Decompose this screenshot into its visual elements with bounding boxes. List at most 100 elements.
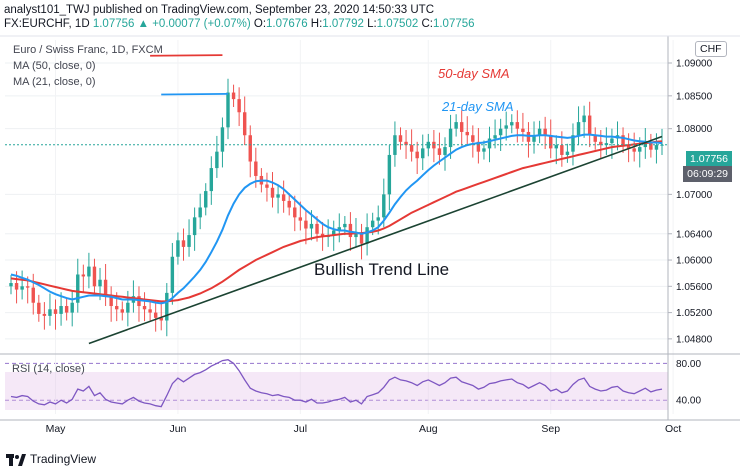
ma21-legend[interactable]: MA (21, close, 0) [13,76,96,88]
candle [398,127,403,150]
candle [48,293,52,326]
candle [53,299,58,330]
candle [415,141,419,174]
rsi-legend[interactable]: RSI (14, close) [12,363,85,375]
candle [204,183,208,216]
candle [209,156,214,205]
x-tick-label: Jun [169,423,186,435]
candle [426,133,431,157]
trend-line-annotation: Bullish Trend Line [314,260,450,279]
candle [153,300,158,332]
symbol: FX:EURCHF, 1D [4,18,90,30]
sma50-annotation: 50-day SMA [438,66,510,81]
footer-brand[interactable]: TradingView [6,452,96,466]
ma50-legend[interactable]: MA (50, close, 0) [13,60,96,72]
candle [9,275,13,295]
open-value: 1.07676 [266,18,308,30]
candle [159,302,163,331]
candle [521,112,525,142]
candle [532,121,536,154]
x-tick-label: Sep [541,423,560,435]
candle [443,137,447,171]
candle [587,101,592,148]
x-tick-label: Oct [665,423,681,435]
candle [242,96,247,146]
candle [87,252,91,289]
candle [337,213,341,243]
candle [638,137,642,168]
indicator-lines [5,54,668,408]
candle [220,117,225,168]
currency-button[interactable]: CHF [695,41,727,57]
candle [148,301,152,321]
rsi-tick-label: 80.00 [676,359,701,370]
candle [582,105,586,138]
candle [471,125,475,158]
sma21-annotation: 21-day SMA [442,99,514,114]
candle [187,219,191,257]
candle [576,106,581,146]
series-title[interactable]: Euro / Swiss Franc, 1D, FXCM [13,44,163,56]
candle [510,114,514,134]
candle [59,292,63,326]
candle [626,133,631,163]
candle [459,110,464,146]
price-tick-label: 1.06400 [676,229,713,240]
candle [571,123,575,166]
candle [31,273,35,315]
candle [298,201,303,231]
axes: 1.09000 1.08500 1.08000 1.07000 1.06400 1.060… [0,35,740,435]
tradingview-logo-icon [6,453,26,466]
candle [593,127,597,150]
candle [215,135,219,178]
x-tick-label: Aug [419,423,438,435]
high-value: 1.07792 [322,18,364,30]
candle [181,228,186,261]
high-label: H: [310,18,323,30]
candle [42,302,47,330]
candle [70,290,74,327]
price-tick-label: 1.04800 [676,334,713,345]
candle [498,118,503,152]
sma21-marker[interactable] [161,92,229,96]
countdown-tag: 06:09:29 [683,166,732,182]
candle [142,292,147,322]
price-tick-label: 1.07000 [676,190,713,201]
candle [448,114,453,159]
x-tick-label: May [46,423,67,435]
price-tick-label: 1.08500 [676,91,713,102]
candle [109,286,113,322]
ma21-line [10,133,663,305]
brand-name: TradingView [30,452,97,466]
candle [504,111,508,141]
candle [281,180,286,213]
rsi-line [10,359,663,408]
candle [493,119,497,149]
low-value: 1.07502 [376,18,419,30]
candle [599,129,603,159]
candle [549,119,553,159]
candle [465,116,469,146]
candle [276,184,280,214]
price-tick-label: 1.09000 [676,58,713,69]
price-tick-label: 1.08000 [676,124,713,135]
candle [270,172,275,208]
candle [92,258,97,295]
change: +0.00077 (+0.07%) [152,18,251,30]
candle [226,78,230,140]
candle [621,127,625,153]
candle [103,263,108,307]
sma50-marker[interactable] [150,54,223,57]
candle [64,298,69,321]
rsi-tick-label: 40.00 [676,396,701,407]
publish-line: analyst101_TWJ published on TradingView.… [4,4,435,16]
price-tick-label: 1.05200 [676,308,713,319]
trend-line[interactable] [88,135,663,345]
candle [515,110,520,143]
candle [565,143,570,163]
candle [537,120,542,144]
candle [120,301,124,321]
candle [170,242,175,305]
candle [454,114,458,137]
